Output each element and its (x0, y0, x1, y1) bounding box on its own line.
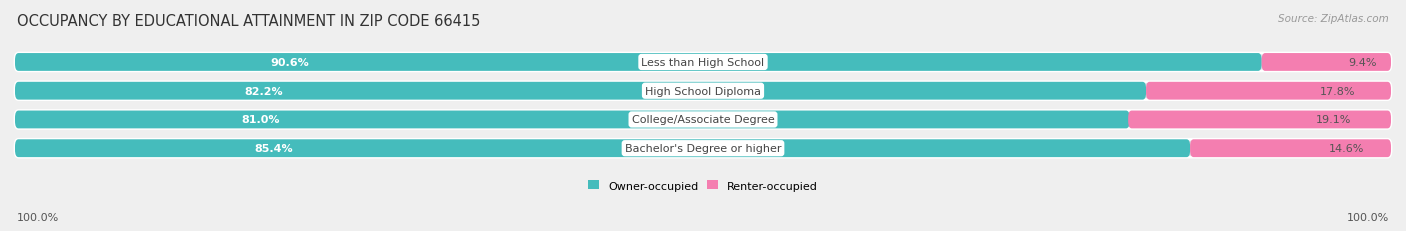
FancyBboxPatch shape (15, 140, 1391, 158)
FancyBboxPatch shape (1189, 140, 1391, 158)
Text: Source: ZipAtlas.com: Source: ZipAtlas.com (1278, 14, 1389, 24)
FancyBboxPatch shape (1128, 111, 1391, 129)
FancyBboxPatch shape (15, 82, 1146, 100)
Legend: Owner-occupied, Renter-occupied: Owner-occupied, Renter-occupied (588, 180, 818, 191)
FancyBboxPatch shape (1261, 54, 1391, 72)
Text: OCCUPANCY BY EDUCATIONAL ATTAINMENT IN ZIP CODE 66415: OCCUPANCY BY EDUCATIONAL ATTAINMENT IN Z… (17, 14, 481, 29)
FancyBboxPatch shape (15, 111, 1391, 129)
Text: 100.0%: 100.0% (1347, 212, 1389, 222)
FancyBboxPatch shape (15, 140, 1189, 158)
Text: 82.2%: 82.2% (245, 86, 283, 96)
Text: 100.0%: 100.0% (17, 212, 59, 222)
FancyBboxPatch shape (15, 82, 1391, 100)
FancyBboxPatch shape (1146, 82, 1391, 100)
FancyBboxPatch shape (15, 54, 1261, 72)
FancyBboxPatch shape (15, 111, 1129, 129)
Text: 14.6%: 14.6% (1329, 144, 1364, 154)
Text: Bachelor's Degree or higher: Bachelor's Degree or higher (624, 144, 782, 154)
Text: 19.1%: 19.1% (1316, 115, 1351, 125)
Text: 17.8%: 17.8% (1319, 86, 1355, 96)
Text: Less than High School: Less than High School (641, 58, 765, 68)
Text: 9.4%: 9.4% (1348, 58, 1376, 68)
Text: 85.4%: 85.4% (254, 144, 292, 154)
Text: High School Diploma: High School Diploma (645, 86, 761, 96)
Text: College/Associate Degree: College/Associate Degree (631, 115, 775, 125)
Text: 81.0%: 81.0% (240, 115, 280, 125)
FancyBboxPatch shape (15, 54, 1391, 72)
Text: 90.6%: 90.6% (270, 58, 309, 68)
